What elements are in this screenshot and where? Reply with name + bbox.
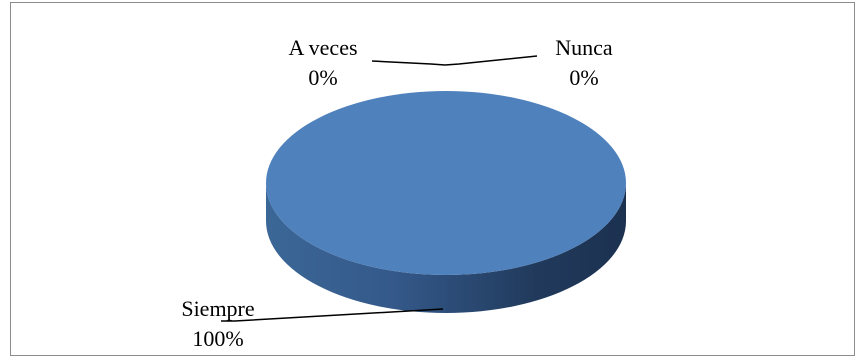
pie-chart: Siempre 100% A veces 0% Nunca 0% (181, 35, 626, 351)
pie-slices (266, 91, 626, 313)
leader-line-nunca (444, 55, 538, 66)
pie-slice-siempre (266, 91, 626, 275)
data-label-a-veces: A veces 0% (288, 35, 357, 90)
pie-slice-side-siempre (266, 183, 626, 313)
data-labels: Siempre 100% A veces 0% Nunca 0% (181, 35, 613, 351)
chart-frame: Siempre 100% A veces 0% Nunca 0% (10, 2, 855, 356)
leader-line-siempre (221, 308, 444, 322)
leader-line-a-veces (371, 60, 446, 66)
data-label-siempre: Siempre 100% (181, 296, 254, 351)
data-label-nunca: Nunca 0% (555, 35, 613, 90)
